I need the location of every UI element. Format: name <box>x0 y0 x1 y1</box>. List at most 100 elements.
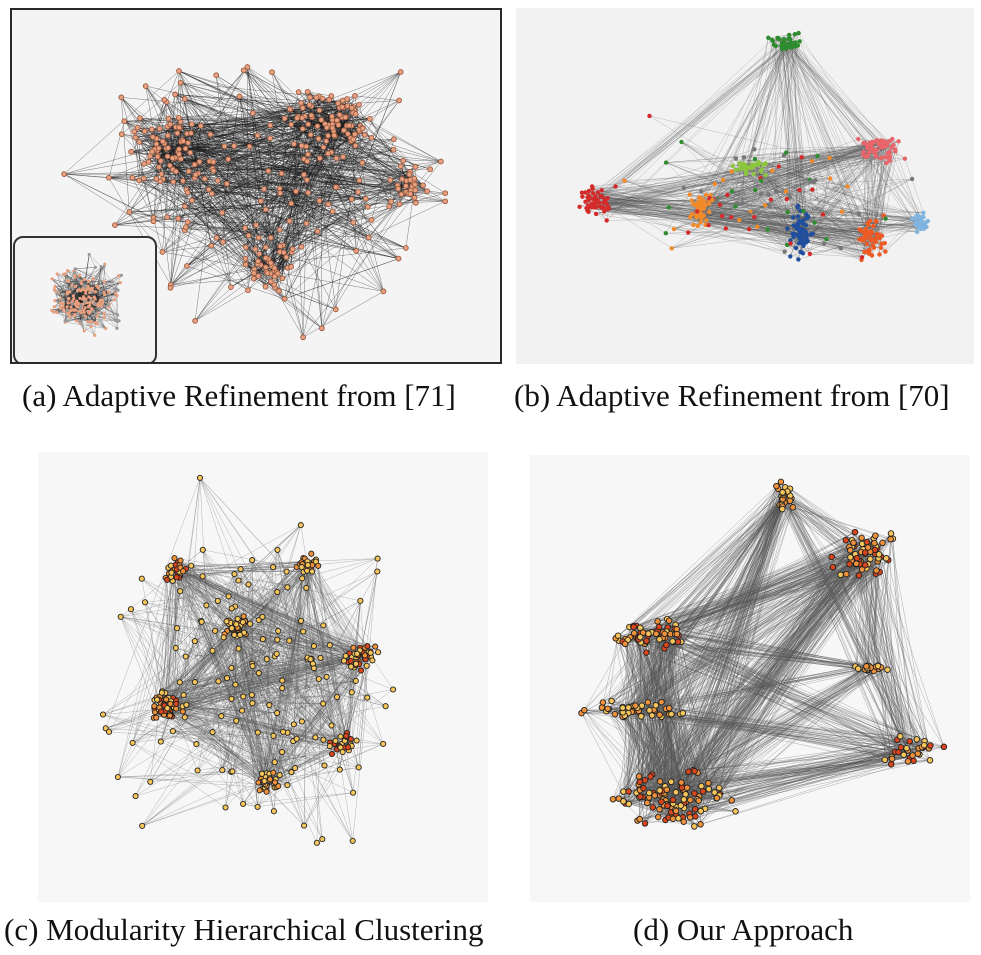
graph-node <box>180 691 187 699</box>
graph-node <box>690 211 695 217</box>
graph-node <box>167 162 173 169</box>
graph-node <box>884 666 891 673</box>
graph-node <box>147 153 153 160</box>
graph-node <box>73 302 77 306</box>
graph-node <box>352 111 359 117</box>
graph-node <box>82 278 87 282</box>
graph-node <box>861 549 869 556</box>
graph-node <box>632 702 639 709</box>
graph-node <box>267 122 274 129</box>
graph-node <box>93 297 97 301</box>
graph-node <box>268 278 274 285</box>
graph-node <box>666 205 671 210</box>
graph-node <box>254 803 261 810</box>
graph-node <box>695 209 700 214</box>
graph-node <box>647 113 652 119</box>
graph-node <box>50 277 54 281</box>
graph-node <box>303 584 310 591</box>
graph-node <box>83 300 87 304</box>
graph-node <box>89 320 93 324</box>
graph-node <box>167 284 174 291</box>
graph-node <box>221 143 228 150</box>
graph-node <box>599 188 604 193</box>
graph-node <box>149 148 155 155</box>
graph-node <box>352 677 359 684</box>
graph-node <box>271 273 278 280</box>
graph-node <box>156 164 162 170</box>
graph-node <box>827 155 832 161</box>
graph-node <box>303 143 310 150</box>
graph-node <box>209 190 215 197</box>
graph-node <box>317 654 324 661</box>
graph-node <box>153 141 160 147</box>
graph-node <box>158 708 165 715</box>
graph-node <box>210 159 217 165</box>
graph-node <box>242 244 249 251</box>
graph-node <box>78 307 82 311</box>
graph-node <box>53 285 57 289</box>
graph-node <box>219 209 225 216</box>
graph-node <box>675 815 682 822</box>
graph-node <box>801 208 806 214</box>
graph-node <box>298 100 304 106</box>
graph-node <box>733 167 738 173</box>
graph-node <box>713 794 721 802</box>
graph-node <box>250 275 257 282</box>
graph-node <box>687 192 692 197</box>
graph-node <box>913 216 918 221</box>
panel-a-graph-layout <box>10 8 502 364</box>
graph-node <box>677 802 685 809</box>
graph-node <box>773 43 778 49</box>
graph-node <box>613 184 618 189</box>
graph-node <box>91 314 95 318</box>
graph-node <box>274 588 281 596</box>
graph-node <box>397 69 404 75</box>
graph-node <box>882 155 888 160</box>
graph-node <box>139 822 146 829</box>
graph-node <box>744 169 749 174</box>
graph-node <box>593 194 598 199</box>
graph-node <box>154 696 161 703</box>
graph-node <box>786 497 794 505</box>
graph-node <box>165 115 172 122</box>
graph-node <box>312 734 319 741</box>
graph-node <box>280 728 287 735</box>
graph-node <box>854 665 862 672</box>
graph-node <box>737 217 742 223</box>
graph-node <box>372 643 379 650</box>
graph-node <box>63 280 67 284</box>
graph-node <box>647 773 654 780</box>
graph-node <box>172 644 179 652</box>
graph-node <box>89 290 94 294</box>
graph-node <box>374 568 381 575</box>
graph-node <box>764 220 769 226</box>
graph-node <box>737 166 743 172</box>
graph-node <box>132 134 139 141</box>
graph-node <box>656 711 663 719</box>
graph-node <box>669 815 677 823</box>
graph-node <box>220 634 227 641</box>
graph-node <box>706 201 712 206</box>
graph-node <box>717 202 723 207</box>
graph-node <box>237 566 244 573</box>
graph-node <box>87 280 91 284</box>
graph-node <box>105 728 113 735</box>
graph-node <box>220 239 226 245</box>
graph-node <box>651 792 658 799</box>
graph-node <box>163 696 170 703</box>
graph-node <box>242 225 248 231</box>
graph-node <box>586 188 592 194</box>
graph-node <box>923 220 928 226</box>
graph-node <box>71 287 75 291</box>
graph-node <box>697 821 704 828</box>
graph-node <box>873 567 880 574</box>
graph-node <box>599 194 605 200</box>
graph-node <box>299 575 306 582</box>
graph-node <box>861 149 866 155</box>
graph-node <box>77 278 81 282</box>
graph-node <box>127 606 134 613</box>
graph-node <box>672 789 680 796</box>
graph-node <box>102 280 106 284</box>
graph-node <box>795 205 800 210</box>
graph-node <box>75 299 79 303</box>
